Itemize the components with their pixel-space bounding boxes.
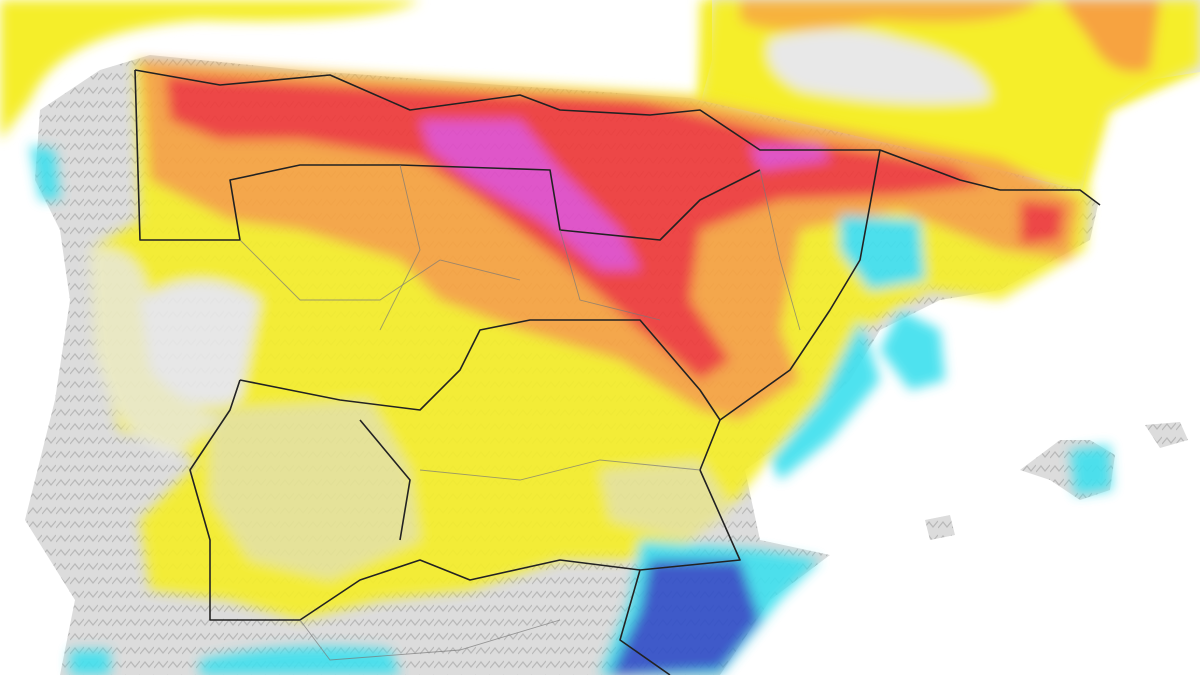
provinces — [239, 164, 801, 661]
france-overlay — [700, 0, 1200, 190]
precip-overlay — [30, 60, 1112, 675]
island — [925, 515, 955, 540]
island — [1145, 422, 1188, 448]
borders — [134, 69, 1101, 675]
